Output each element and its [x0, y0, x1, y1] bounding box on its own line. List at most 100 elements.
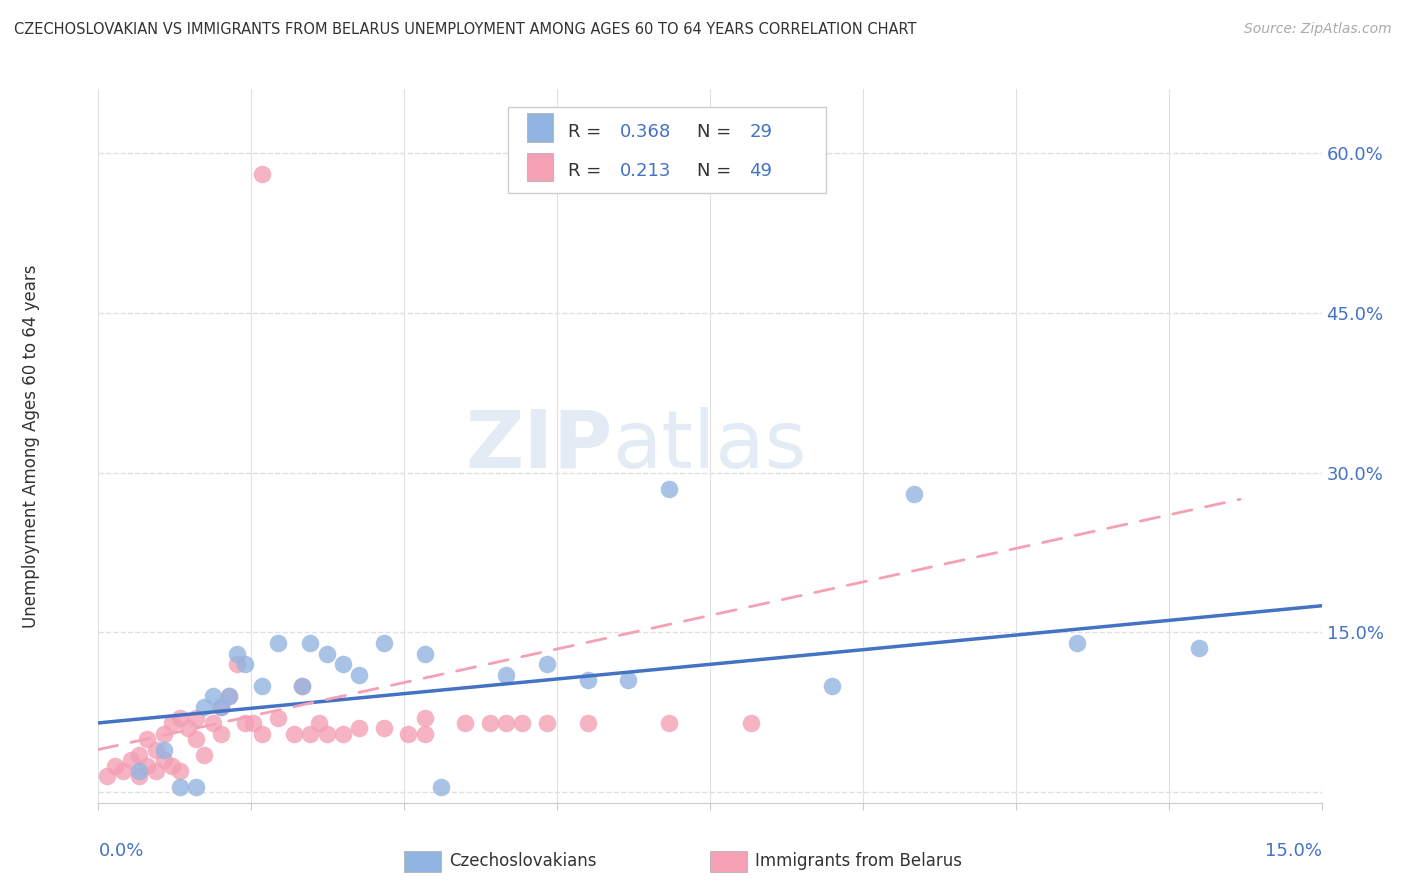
Point — [177, 721, 200, 735]
Point — [495, 668, 517, 682]
Point — [576, 673, 599, 688]
Point — [315, 726, 337, 740]
Point — [160, 715, 183, 730]
Point — [169, 764, 191, 778]
Point — [104, 758, 127, 772]
Point — [250, 168, 273, 182]
Point — [658, 715, 681, 730]
Point — [209, 700, 232, 714]
Text: atlas: atlas — [612, 407, 807, 485]
Point — [740, 715, 762, 730]
Point — [1188, 641, 1211, 656]
Text: R =: R = — [568, 122, 607, 141]
Point — [145, 742, 167, 756]
Point — [349, 668, 371, 682]
Point — [186, 780, 208, 794]
Text: 0.213: 0.213 — [620, 162, 671, 180]
Point — [128, 747, 150, 762]
Point — [136, 731, 159, 746]
Text: N =: N = — [696, 162, 737, 180]
Point — [308, 715, 330, 730]
Point — [512, 715, 534, 730]
FancyBboxPatch shape — [527, 113, 554, 142]
Point — [658, 482, 681, 496]
Point — [250, 726, 273, 740]
Text: Source: ZipAtlas.com: Source: ZipAtlas.com — [1244, 22, 1392, 37]
Point — [233, 715, 256, 730]
Point — [201, 715, 224, 730]
Point — [128, 769, 150, 783]
Point — [576, 715, 599, 730]
Point — [283, 726, 305, 740]
Text: Immigrants from Belarus: Immigrants from Belarus — [755, 853, 962, 871]
FancyBboxPatch shape — [527, 153, 554, 181]
Text: CZECHOSLOVAKIAN VS IMMIGRANTS FROM BELARUS UNEMPLOYMENT AMONG AGES 60 TO 64 YEAR: CZECHOSLOVAKIAN VS IMMIGRANTS FROM BELAR… — [14, 22, 917, 37]
Text: ZIP: ZIP — [465, 407, 612, 485]
Point — [478, 715, 501, 730]
Point — [152, 726, 174, 740]
Point — [291, 679, 314, 693]
Point — [413, 710, 436, 724]
Text: 29: 29 — [749, 122, 772, 141]
Point — [160, 758, 183, 772]
FancyBboxPatch shape — [508, 107, 827, 193]
Point — [267, 710, 290, 724]
Point — [233, 657, 256, 672]
Point — [413, 726, 436, 740]
Point — [267, 636, 290, 650]
Text: N =: N = — [696, 122, 737, 141]
Point — [373, 636, 395, 650]
Point — [454, 715, 477, 730]
Point — [299, 636, 322, 650]
Point — [145, 764, 167, 778]
Point — [152, 742, 174, 756]
Text: 15.0%: 15.0% — [1264, 842, 1322, 860]
Point — [169, 710, 191, 724]
Point — [169, 780, 191, 794]
Point — [226, 657, 249, 672]
Point — [332, 657, 354, 672]
Point — [299, 726, 322, 740]
Text: 0.368: 0.368 — [620, 122, 671, 141]
Point — [201, 690, 224, 704]
Text: 0.0%: 0.0% — [98, 842, 143, 860]
Point — [209, 700, 232, 714]
Point — [332, 726, 354, 740]
Text: 49: 49 — [749, 162, 772, 180]
Point — [186, 731, 208, 746]
Point — [536, 657, 558, 672]
Point — [218, 690, 240, 704]
Point — [96, 769, 118, 783]
Point — [315, 647, 337, 661]
Point — [193, 700, 215, 714]
Point — [349, 721, 371, 735]
Point — [128, 764, 150, 778]
FancyBboxPatch shape — [405, 851, 441, 872]
Point — [291, 679, 314, 693]
Point — [111, 764, 134, 778]
Point — [821, 679, 844, 693]
Point — [1066, 636, 1088, 650]
Point — [120, 753, 142, 767]
Text: R =: R = — [568, 162, 607, 180]
Point — [218, 690, 240, 704]
Text: Unemployment Among Ages 60 to 64 years: Unemployment Among Ages 60 to 64 years — [22, 264, 41, 628]
Point — [373, 721, 395, 735]
Point — [209, 726, 232, 740]
Point — [193, 747, 215, 762]
Point — [186, 710, 208, 724]
Point — [413, 647, 436, 661]
Point — [617, 673, 640, 688]
Point — [430, 780, 453, 794]
Point — [136, 758, 159, 772]
Text: Czechoslovakians: Czechoslovakians — [450, 853, 598, 871]
Point — [903, 487, 925, 501]
Point — [396, 726, 419, 740]
FancyBboxPatch shape — [710, 851, 747, 872]
Point — [536, 715, 558, 730]
Point — [495, 715, 517, 730]
Point — [250, 679, 273, 693]
Point — [152, 753, 174, 767]
Point — [226, 647, 249, 661]
Point — [242, 715, 264, 730]
